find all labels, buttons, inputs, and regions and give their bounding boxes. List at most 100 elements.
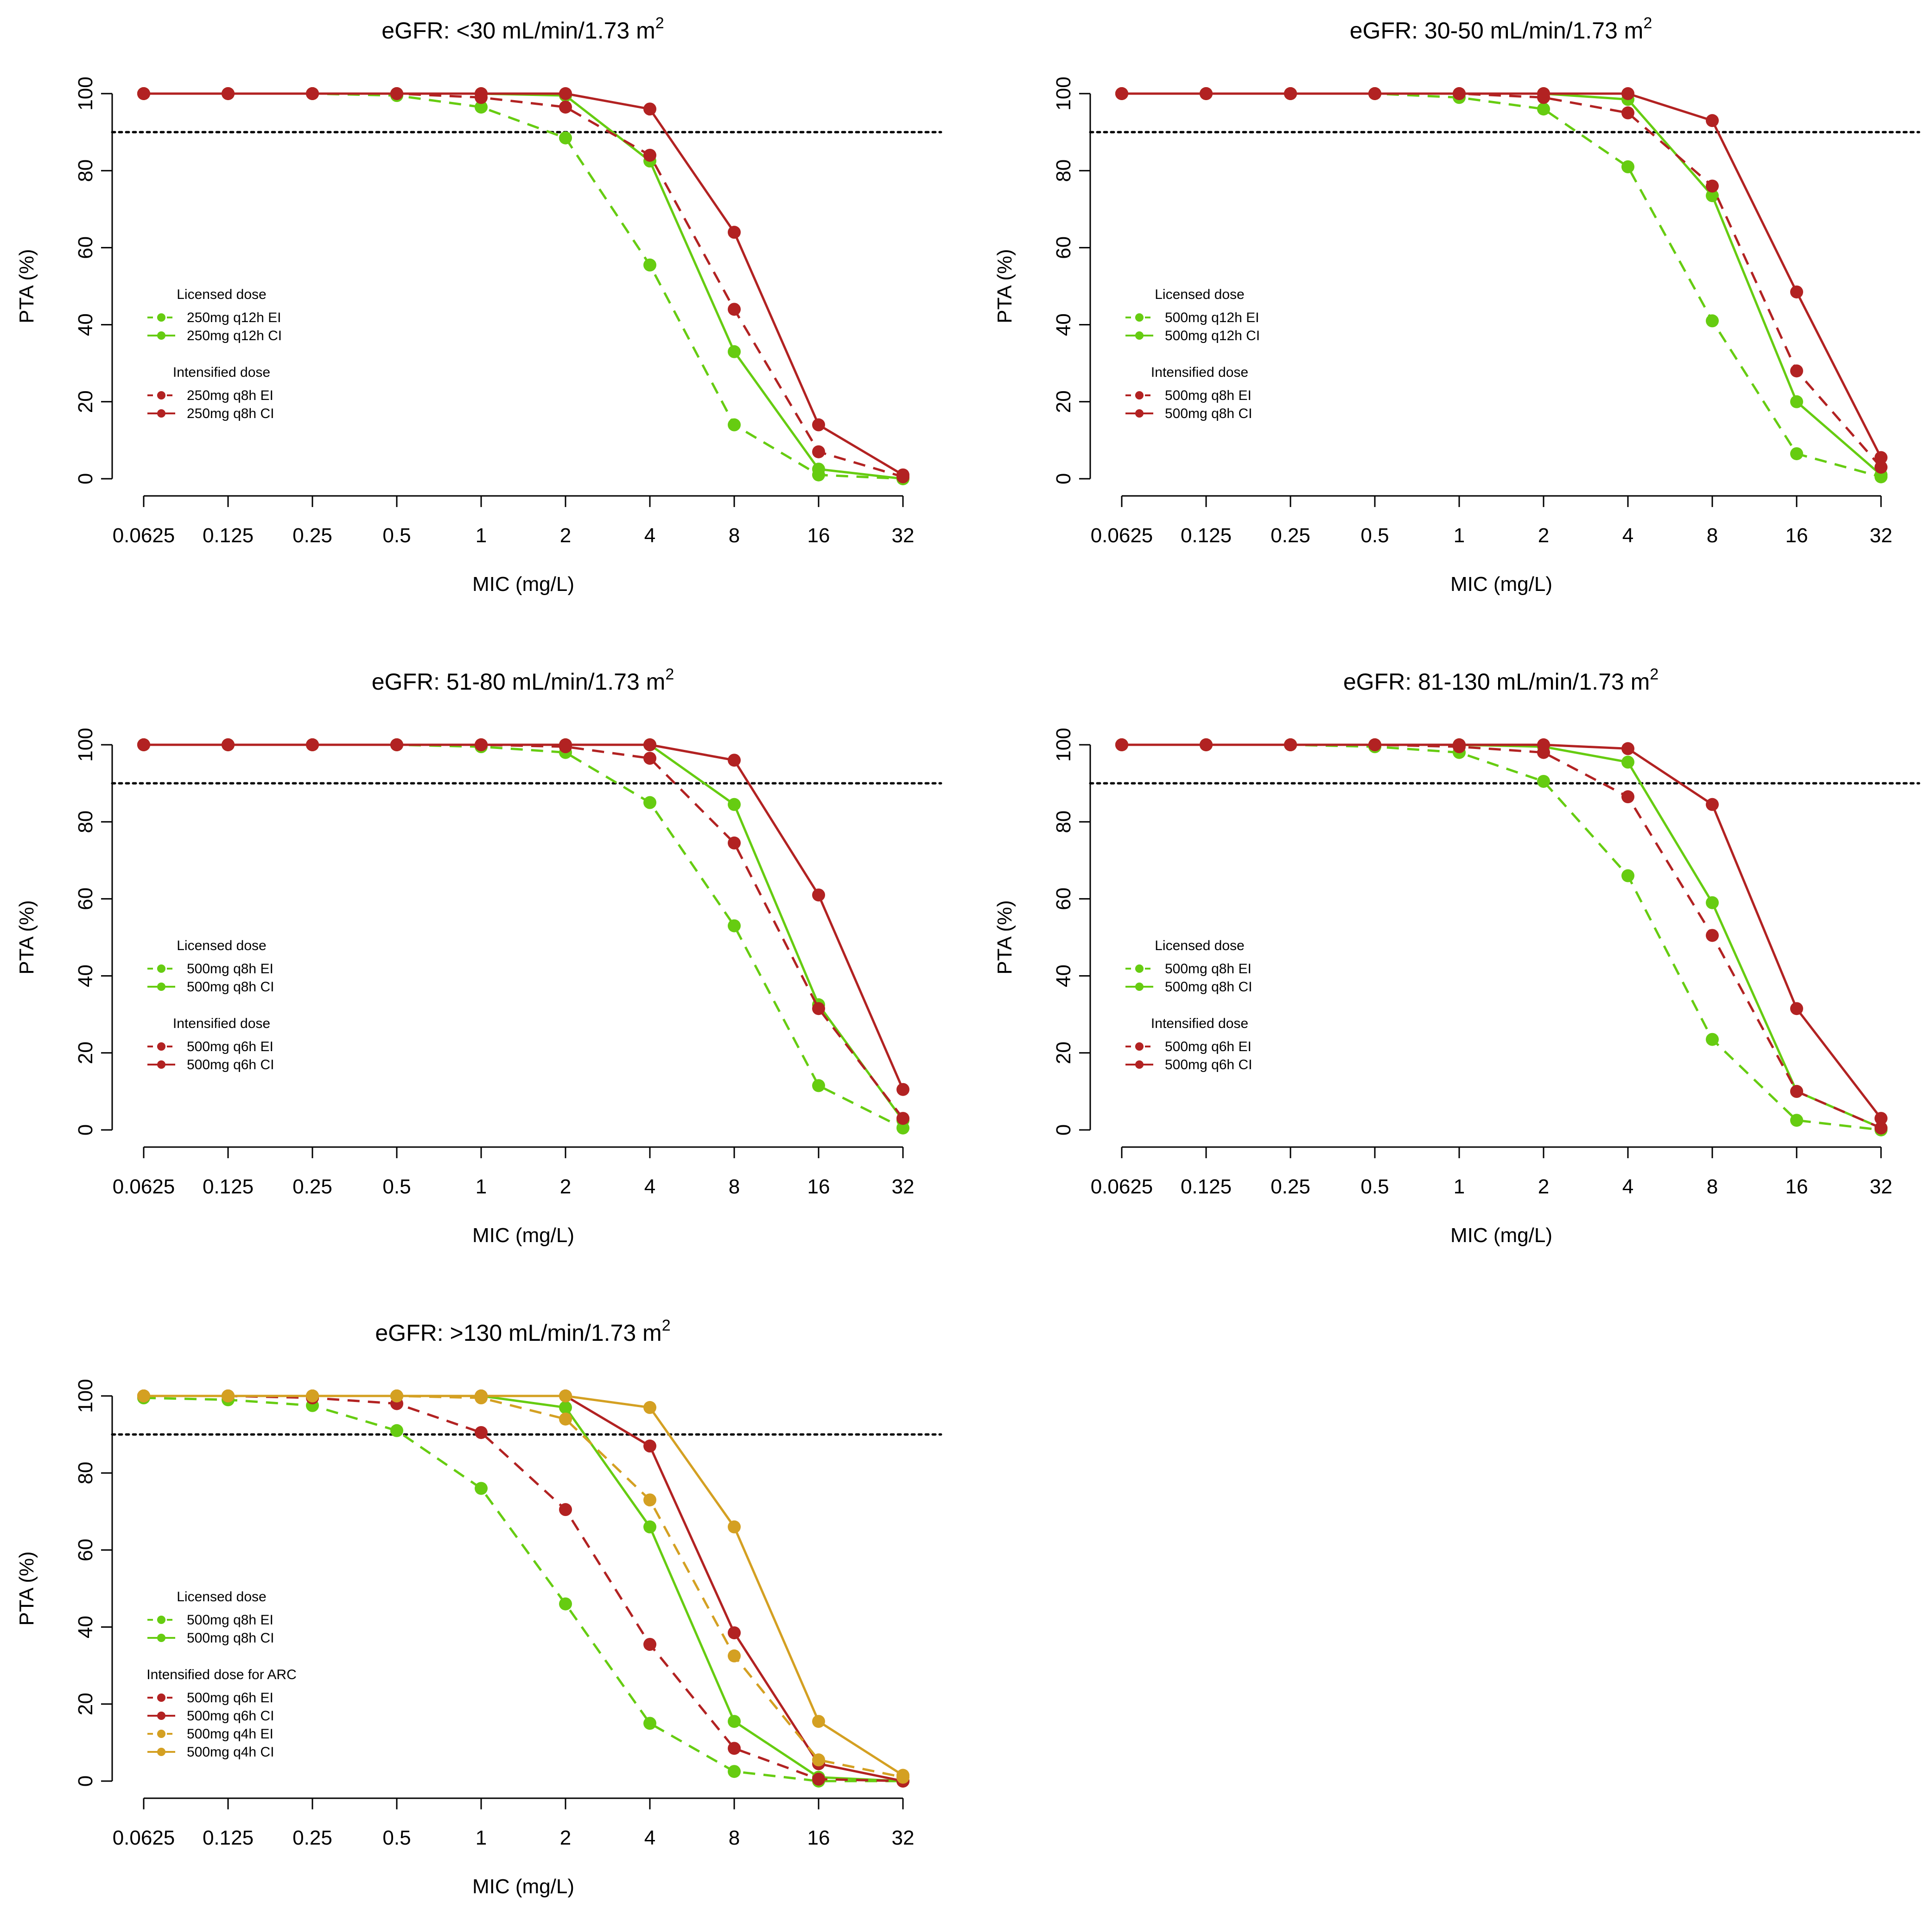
x-tick-label: 0.25 — [292, 1827, 332, 1849]
legend-entry: 500mg q4h EI — [187, 1726, 273, 1742]
chart-title: eGFR: 81-130 mL/min/1.73 m2 — [1343, 666, 1659, 695]
x-tick-label: 8 — [1707, 1175, 1718, 1198]
x-tick-label: 0.0625 — [1091, 1175, 1153, 1198]
data-point — [728, 345, 741, 358]
x-tick-label: 16 — [807, 1175, 830, 1198]
data-point — [643, 1520, 656, 1534]
data-point — [559, 87, 572, 100]
data-point — [896, 1112, 909, 1125]
legend-entry: 500mg q8h EI — [1165, 961, 1252, 977]
data-point — [1875, 461, 1888, 474]
data-point — [137, 738, 150, 751]
chart-title-text: eGFR: <30 mL/min/1.73 m — [381, 18, 655, 44]
y-tick-label: 0 — [74, 473, 97, 484]
x-tick-label: 8 — [729, 1175, 740, 1198]
data-point — [137, 1389, 150, 1402]
x-tick-label: 16 — [1786, 1175, 1808, 1198]
data-point — [306, 1389, 319, 1402]
y-tick-label: 100 — [74, 728, 97, 761]
legend-entry: 500mg q6h EI — [1165, 1039, 1252, 1054]
x-tick-label: 1 — [1454, 1175, 1465, 1198]
legend-swatch-point — [1135, 1042, 1144, 1051]
data-point — [896, 1769, 909, 1782]
y-tick-label: 0 — [1052, 473, 1075, 484]
legend-swatch-point — [157, 1748, 165, 1756]
legend-swatch-point — [157, 964, 165, 973]
y-tick-label: 20 — [74, 390, 97, 413]
chart-panel-4: eGFR: 81-130 mL/min/1.73 m20204060801000… — [993, 666, 1920, 1247]
data-point — [1115, 87, 1128, 100]
data-point — [1706, 189, 1719, 203]
data-point — [1706, 929, 1719, 942]
data-point — [812, 1079, 825, 1092]
data-point — [559, 1389, 572, 1402]
data-point — [1706, 896, 1719, 909]
legend-entry: 250mg q8h CI — [187, 406, 274, 421]
x-tick-label: 4 — [644, 1827, 655, 1849]
x-tick-label: 0.25 — [292, 524, 332, 547]
data-point — [1621, 790, 1634, 804]
data-point — [812, 445, 825, 458]
legend-group-header: Licensed dose — [1155, 287, 1244, 302]
data-point — [643, 752, 656, 765]
x-axis-label: MIC (mg/L) — [472, 573, 574, 596]
chart-panel-3: eGFR: 51-80 mL/min/1.73 m20204060801000.… — [15, 666, 942, 1247]
chart-title: eGFR: <30 mL/min/1.73 m2 — [381, 14, 664, 44]
data-point — [728, 226, 741, 239]
y-tick-label: 60 — [1052, 888, 1075, 910]
data-point — [1453, 87, 1466, 100]
legend-swatch-point — [1135, 391, 1144, 400]
y-tick-label: 100 — [1052, 76, 1075, 110]
legend-entry: 500mg q6h EI — [187, 1039, 273, 1054]
legend-entry: 250mg q12h EI — [187, 310, 281, 325]
data-point — [643, 1637, 656, 1651]
legend-swatch-point — [1135, 964, 1144, 973]
x-tick-label: 1 — [1454, 524, 1465, 547]
chart-title: eGFR: >130 mL/min/1.73 m2 — [375, 1317, 670, 1346]
data-point — [643, 1401, 656, 1414]
legend-group-header: Licensed dose — [1155, 938, 1244, 953]
x-tick-label: 0.25 — [1271, 524, 1310, 547]
legend-entry: 500mg q8h EI — [1165, 388, 1252, 403]
data-point — [1706, 1033, 1719, 1046]
data-point — [643, 148, 656, 162]
chart-title-superscript: 2 — [1650, 666, 1659, 683]
x-axis-label: MIC (mg/L) — [472, 1224, 574, 1247]
series-line-4 — [144, 92, 904, 476]
legend-group-header: Licensed dose — [177, 1589, 266, 1605]
legend-swatch-point — [157, 1730, 165, 1738]
y-tick-label: 60 — [74, 1539, 97, 1561]
y-tick-label: 20 — [1052, 390, 1075, 413]
y-axis-label: PTA (%) — [993, 900, 1016, 975]
data-point — [222, 738, 235, 751]
legend-entry: 500mg q8h EI — [187, 1612, 273, 1628]
y-tick-label: 40 — [74, 964, 97, 987]
data-point — [1368, 87, 1381, 100]
data-point — [1621, 87, 1634, 100]
data-point — [812, 1002, 825, 1015]
x-tick-label: 2 — [1538, 1175, 1549, 1198]
data-point — [1115, 738, 1128, 751]
data-point — [1200, 738, 1213, 751]
y-axis-label: PTA (%) — [15, 900, 38, 975]
x-tick-label: 2 — [1538, 524, 1549, 547]
data-point — [728, 836, 741, 850]
x-tick-label: 0.125 — [1181, 1175, 1232, 1198]
y-tick-label: 40 — [1052, 964, 1075, 987]
y-tick-label: 60 — [74, 236, 97, 259]
x-tick-label: 0.125 — [203, 1827, 254, 1849]
data-point — [728, 303, 741, 316]
data-point — [728, 919, 741, 932]
data-point — [728, 798, 741, 811]
data-point — [390, 87, 403, 100]
legend-swatch-point — [157, 1616, 165, 1624]
legend-group-header: Intensified dose — [173, 365, 270, 380]
x-tick-label: 0.5 — [1360, 1175, 1389, 1198]
x-tick-label: 32 — [1870, 524, 1893, 547]
x-tick-label: 0.0625 — [113, 1827, 175, 1849]
legend-group-header: Intensified dose — [1151, 1016, 1248, 1031]
legend-swatch-point — [157, 1693, 165, 1702]
x-tick-label: 0.5 — [1360, 524, 1389, 547]
legend-swatch-point — [1135, 409, 1144, 418]
legend-entry: 500mg q6h CI — [187, 1708, 274, 1724]
